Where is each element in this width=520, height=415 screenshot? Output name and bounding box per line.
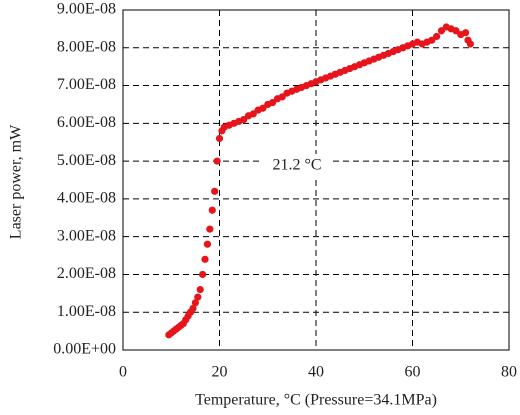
point [466,40,474,48]
point [203,240,212,248]
y-tick-label: 4.00E-08 [57,190,116,207]
annotation-background [262,154,332,178]
y-tick-label: 1.00E-08 [57,303,116,320]
point [191,299,199,307]
x-tick-label: 40 [308,364,324,381]
point [208,206,216,214]
y-tick-label: 8.00E-08 [57,38,116,55]
point [278,93,286,101]
point [206,225,214,233]
point [194,293,202,301]
annotation: 21.2 °C [272,157,321,174]
x-tick-label: 60 [405,364,421,381]
point [452,27,460,35]
point [249,110,257,118]
y-axis-label: Laser power, mW [8,124,25,239]
x-tick-label: 80 [501,364,517,381]
point [189,304,197,313]
point [199,270,207,279]
x-tick-label: 0 [119,364,127,381]
y-tick-label: 2.00E-08 [57,265,116,282]
y-tick-label: 6.00E-08 [57,114,116,131]
point [268,98,277,107]
point [433,32,441,41]
point [428,36,436,44]
x-tick-label: 20 [212,364,228,381]
point [201,255,209,263]
y-tick-label: 0.00E+00 [53,341,116,358]
plot-frame [122,9,510,351]
y-tick-label: 9.00E-08 [57,1,116,18]
point [437,27,446,35]
y-tick-label: 5.00E-08 [57,152,116,169]
y-tick-label: 3.00E-08 [57,227,116,244]
point [240,115,248,124]
point [259,104,267,112]
point [196,285,204,294]
x-axis-label: Temperature, °C (Pressure=34.1MPa) [195,392,437,409]
point [211,187,219,195]
y-tick-label: 7.00E-08 [57,76,116,93]
point [213,157,221,165]
point [215,134,224,143]
point [461,29,470,37]
